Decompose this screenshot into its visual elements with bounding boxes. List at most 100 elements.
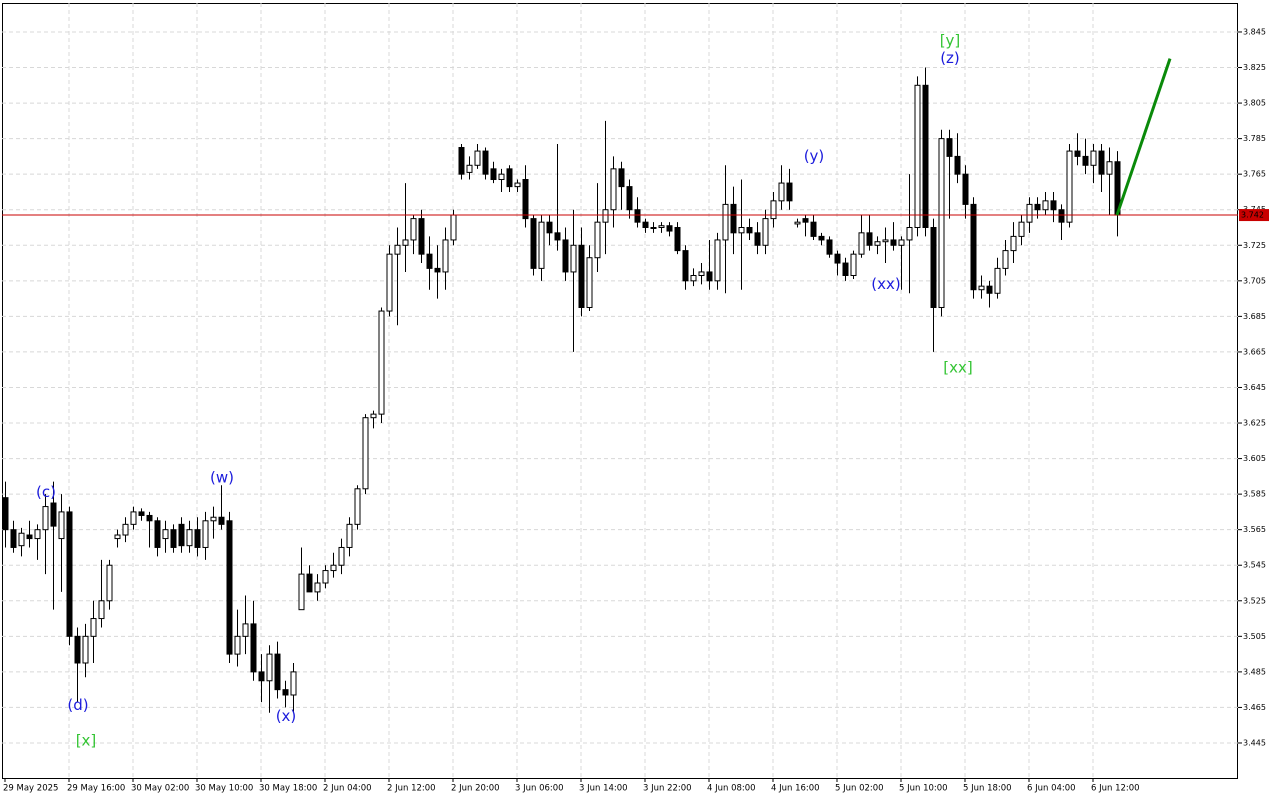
candle-body: [234, 635, 241, 655]
candle-body: [1106, 161, 1113, 175]
y-tick-label: 3.705: [1243, 276, 1266, 285]
candle-body: [570, 244, 577, 273]
candle-body: [386, 253, 393, 312]
candle-body: [314, 582, 321, 593]
candle-body: [946, 138, 953, 157]
candle-body: [602, 209, 609, 223]
candle-body: [218, 516, 225, 525]
wave-label: [x]: [76, 732, 97, 750]
y-tick-label: 3.485: [1243, 667, 1266, 676]
candle-body: [450, 214, 457, 241]
candle-body: [370, 413, 377, 419]
candle-body: [434, 267, 441, 273]
candle-body: [34, 529, 41, 540]
candle-body: [458, 147, 465, 175]
x-tick-label: 4 Jun 08:00: [707, 784, 756, 794]
candle-body: [2, 497, 9, 531]
candle-body: [170, 529, 177, 548]
candle-body: [274, 653, 281, 691]
candle-body: [10, 529, 17, 548]
current-price-label: 3.742: [1241, 211, 1264, 220]
candle-body: [194, 529, 201, 548]
candle-body: [298, 573, 305, 611]
wave-label: (x): [276, 707, 297, 725]
candle-body: [250, 623, 257, 673]
candle-body: [98, 600, 105, 620]
candle-body: [674, 227, 681, 252]
candle-body: [402, 239, 409, 246]
candle-body: [498, 173, 505, 181]
candle-body: [290, 671, 297, 696]
candle-body: [898, 239, 905, 246]
candle-body: [266, 653, 273, 682]
candle-body: [610, 168, 617, 211]
candle-body: [834, 253, 841, 264]
candle-body: [146, 514, 153, 522]
candle-body: [682, 250, 689, 282]
candle-body: [90, 618, 97, 637]
candle-body: [874, 241, 881, 246]
candle-body: [1066, 150, 1073, 223]
y-tick-label: 3.685: [1243, 312, 1266, 321]
candle-body: [1034, 203, 1041, 211]
candle-body: [1074, 150, 1081, 157]
candle-body: [1050, 200, 1057, 211]
candle-body: [426, 253, 433, 269]
y-tick-label: 3.465: [1243, 703, 1266, 712]
candle-body: [586, 257, 593, 308]
candle-body: [322, 570, 329, 584]
candle-body: [26, 534, 33, 540]
x-tick-label: 30 May 18:00: [259, 784, 317, 794]
candle-body: [1018, 221, 1025, 237]
candle-body: [810, 221, 817, 237]
candle-body: [18, 532, 25, 547]
candle-body: [666, 225, 673, 232]
candle-body: [50, 502, 57, 527]
wave-label: (y): [804, 147, 825, 165]
candle-body: [338, 546, 345, 566]
x-tick-label: 4 Jun 16:00: [771, 784, 820, 794]
forecast-line: [1115, 58, 1172, 216]
candle-body: [850, 253, 857, 276]
candle-body: [770, 200, 777, 220]
candle-body: [514, 182, 521, 188]
x-tick-label: 29 May 16:00: [67, 784, 125, 794]
x-tick-label: 3 Jun 06:00: [515, 784, 564, 794]
candle-body: [258, 671, 265, 682]
candle-body: [226, 520, 233, 655]
wave-label: [y]: [940, 31, 961, 49]
x-tick-label: 6 Jun 04:00: [1027, 784, 1076, 794]
candle-body: [162, 529, 169, 540]
candle-body: [466, 164, 473, 173]
candle-body: [866, 232, 873, 246]
candle-body: [378, 310, 385, 415]
candle-body: [882, 239, 889, 243]
candle-body: [746, 227, 753, 234]
y-tick-label: 3.825: [1243, 63, 1266, 72]
y-tick-label: 3.565: [1243, 525, 1266, 534]
y-tick-label: 3.605: [1243, 454, 1266, 463]
candle-body: [1042, 200, 1049, 211]
candle-body: [922, 84, 929, 229]
y-tick-label: 3.585: [1243, 490, 1266, 499]
candle-body: [1058, 209, 1065, 223]
candle-body: [938, 138, 945, 308]
x-tick-label: 5 Jun 18:00: [963, 784, 1012, 794]
candle-body: [650, 227, 657, 230]
y-tick-label: 3.645: [1243, 383, 1266, 392]
wave-label: (z): [940, 49, 960, 67]
y-tick-label: 3.805: [1243, 99, 1266, 108]
candle-body: [730, 203, 737, 234]
x-tick-label: 6 Jun 12:00: [1091, 784, 1140, 794]
candle-body: [690, 274, 697, 282]
candle-body: [418, 218, 425, 255]
candle-body: [482, 150, 489, 175]
wave-label: [xx]: [943, 358, 972, 376]
candle-body: [114, 534, 121, 540]
candle-body: [1010, 235, 1017, 252]
x-tick-label: 2 Jun 12:00: [387, 784, 436, 794]
candle-body: [618, 168, 625, 188]
candle-body: [658, 225, 665, 229]
